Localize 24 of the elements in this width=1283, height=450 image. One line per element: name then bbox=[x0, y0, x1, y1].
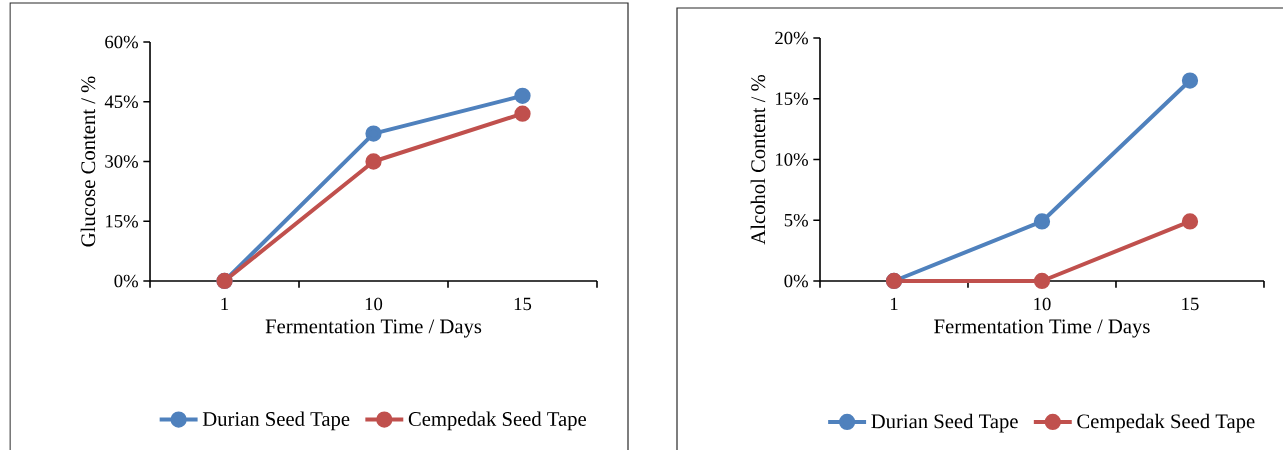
x-tick-label: 1 bbox=[890, 297, 898, 311]
x-tick-label: 15 bbox=[1182, 297, 1199, 311]
y-tick-label: 10% bbox=[776, 153, 808, 166]
x-tick-label: 10 bbox=[365, 297, 383, 311]
x-axis-title: Fermentation Time / Days bbox=[934, 319, 1150, 338]
legend-label: Durian Seed Tape bbox=[202, 411, 350, 431]
y-tick-label: 15% bbox=[776, 92, 808, 106]
legend-label: Durian Seed Tape bbox=[871, 413, 1018, 433]
y-tick-label: 20% bbox=[775, 31, 808, 45]
legend-label: Cempedak Seed Tape bbox=[1077, 413, 1255, 433]
y-tick-label: 15% bbox=[106, 214, 138, 228]
x-tick-label: 10 bbox=[1034, 297, 1051, 311]
y-tick-label: 0% bbox=[784, 274, 808, 288]
y-tick-label: 5% bbox=[784, 213, 808, 227]
y-axis-title: Alcohol Content / % bbox=[750, 74, 766, 245]
x-tick-label: 1 bbox=[221, 297, 229, 311]
x-tick-label: 15 bbox=[514, 297, 532, 311]
y-tick-label: 60% bbox=[105, 35, 138, 49]
y-axis-title: Glucose Content / % bbox=[80, 76, 96, 247]
x-axis-title: Fermentation Time / Days bbox=[265, 319, 482, 338]
y-tick-label: 0% bbox=[114, 274, 138, 288]
legend-label: Cempedak Seed Tape bbox=[408, 411, 586, 431]
y-tick-label: 30% bbox=[105, 155, 138, 168]
y-tick-label: 45% bbox=[104, 95, 138, 109]
